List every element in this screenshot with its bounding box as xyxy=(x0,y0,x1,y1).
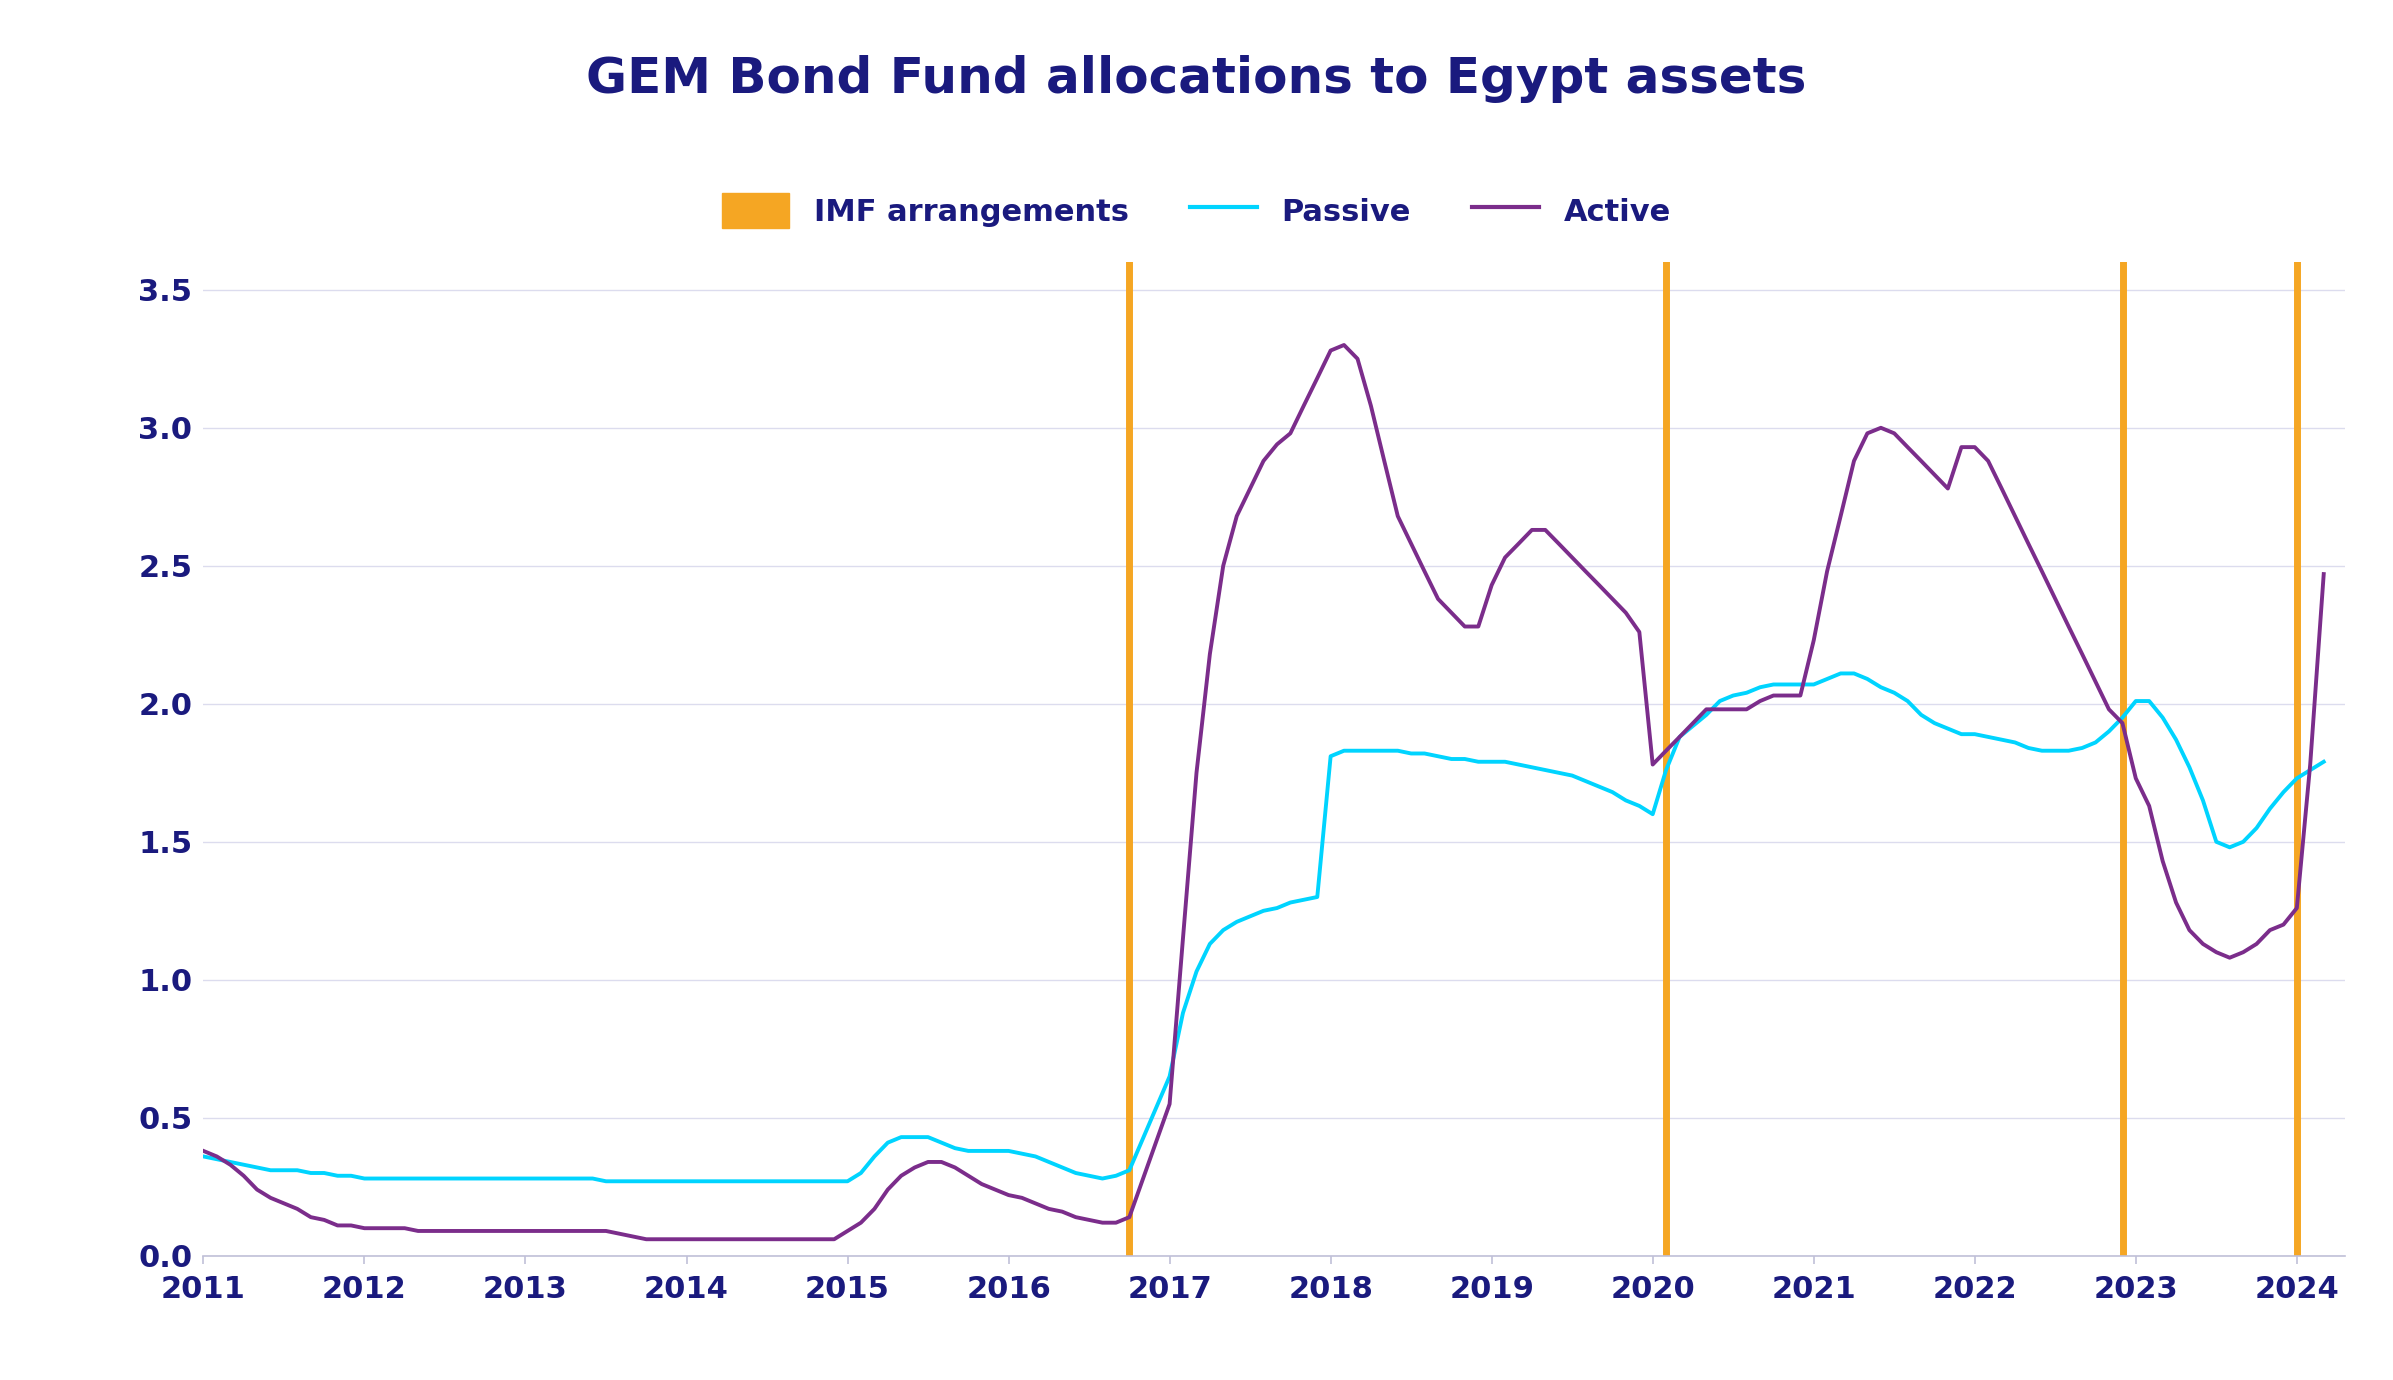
Text: GEM Bond Fund allocations to Egypt assets: GEM Bond Fund allocations to Egypt asset… xyxy=(586,55,1807,104)
Legend: IMF arrangements, Passive, Active: IMF arrangements, Passive, Active xyxy=(711,181,1682,240)
